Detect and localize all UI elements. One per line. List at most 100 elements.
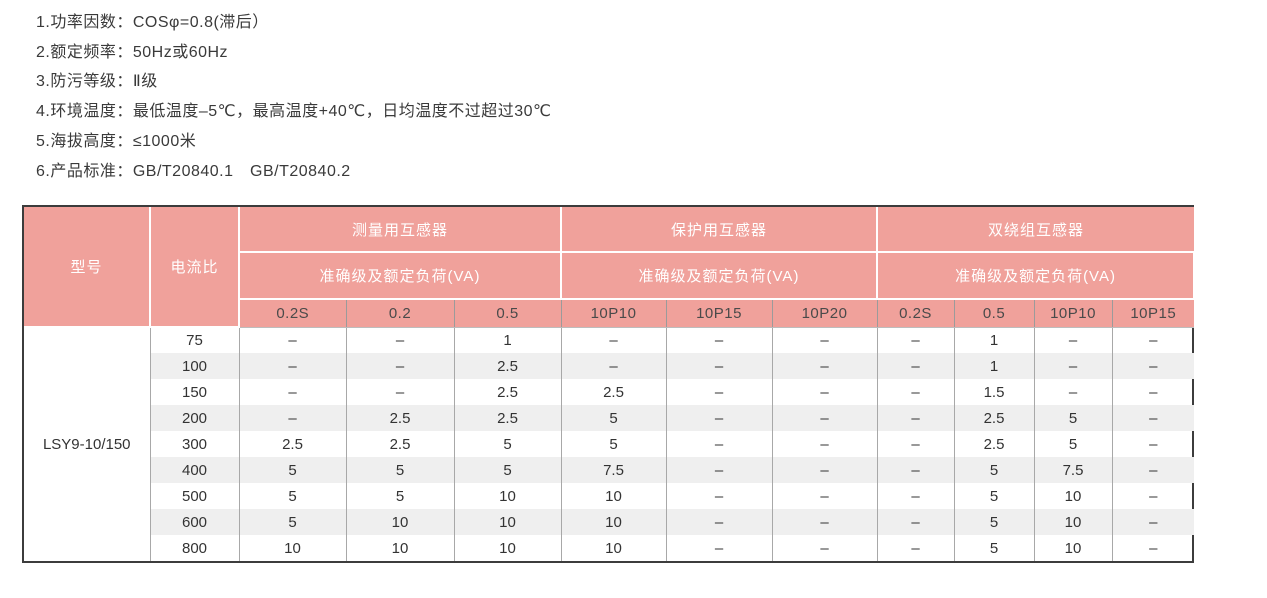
table-row: LSY9-10/150 75– –1– – – –1– –: [24, 327, 1195, 561]
burden-value-cell: –: [238, 405, 346, 431]
burden-value-cell: 5: [453, 431, 561, 457]
burden-value-cell: –: [771, 379, 877, 405]
group-header-measuring: 测量用互感器: [238, 207, 562, 253]
subgroup-header-dual-winding-burden: 准确级及额定负荷(VA): [875, 251, 1196, 300]
burden-value-cell: –: [345, 379, 454, 405]
burden-value-cell: 5: [453, 457, 561, 483]
burden-value-cell: –: [1033, 353, 1112, 379]
burden-value-cell: 2.5: [953, 405, 1034, 431]
burden-value-cell: –: [665, 457, 772, 483]
col-header-current-ratio: 电流比: [149, 207, 240, 328]
note-pollution-class: 3.防污等级：Ⅱ级: [36, 73, 158, 91]
burden-value-cell: –: [665, 379, 772, 405]
burden-value-cell: –: [665, 535, 772, 561]
burden-value-cell: 5: [560, 431, 666, 457]
current-ratio-cell: 200: [149, 405, 239, 431]
burden-value-cell: –: [560, 353, 666, 379]
burden-value-cell: 5: [953, 483, 1034, 509]
burden-value-cell: –: [876, 483, 954, 509]
burden-value-cell: 2.5: [953, 431, 1034, 457]
burden-value-cell: 5: [238, 483, 346, 509]
burden-value-cell: –: [345, 327, 454, 353]
burden-value-cell: 7.5: [560, 457, 666, 483]
table-row: 150– –2.5 2.5– – –1.5– –: [24, 379, 1195, 405]
burden-value-cell: –: [1111, 509, 1195, 535]
burden-value-cell: 1.5: [953, 379, 1034, 405]
table-row: 800 10 10 10 10– – –5 10–: [24, 535, 1195, 561]
burden-value-cell: –: [1111, 457, 1195, 483]
burden-value-cell: 2.5: [453, 405, 561, 431]
note-rated-frequency: 2.额定频率：50Hz或60Hz: [36, 43, 229, 61]
accuracy-class-col-header: 10P15: [1111, 298, 1195, 328]
burden-value-cell: –: [665, 327, 772, 353]
burden-value-cell: 5: [238, 457, 346, 483]
burden-value-cell: –: [876, 327, 954, 353]
burden-value-cell: –: [771, 457, 877, 483]
spec-table: 型号 电流比 测量用互感器 保护用互感器 双绕组互感器 准确级及额定负荷(VA)…: [24, 207, 1196, 561]
burden-value-cell: 10: [345, 509, 454, 535]
burden-value-cell: –: [771, 509, 877, 535]
current-ratio-cell: 500: [149, 483, 239, 509]
spec-table-wrapper: 型号 电流比 测量用互感器 保护用互感器 双绕组互感器 准确级及额定负荷(VA)…: [22, 205, 1196, 563]
accuracy-class-col-header: 0.2: [345, 298, 454, 328]
burden-value-cell: 2.5: [453, 379, 561, 405]
burden-value-cell: 10: [453, 535, 561, 561]
burden-value-cell: –: [560, 327, 666, 353]
burden-value-cell: –: [1111, 379, 1195, 405]
burden-value-cell: 2.5: [345, 405, 454, 431]
burden-value-cell: –: [1111, 483, 1195, 509]
table-row: 600 5 10 10 10– – –5 10–: [24, 509, 1195, 535]
burden-value-cell: –: [665, 509, 772, 535]
burden-value-cell: –: [238, 327, 346, 353]
spec-notes: 1.功率因数：COSφ=0.8(滞后） 2.额定频率：50Hz或60Hz 3.防…: [36, 8, 552, 186]
burden-value-cell: –: [876, 431, 954, 457]
note-ambient-temp: 4.环境温度：最低温度–5℃，最高温度+40℃，日均温度不过超过30℃: [36, 103, 552, 121]
burden-value-cell: –: [665, 405, 772, 431]
burden-value-cell: 5: [345, 457, 454, 483]
model-value-cell: LSY9-10/150: [24, 327, 151, 561]
burden-value-cell: –: [1111, 431, 1195, 457]
table-row: 100– –2.5– – – –1– –: [24, 353, 1195, 379]
col-header-model: 型号: [24, 207, 151, 328]
accuracy-class-col-header: 10P15: [665, 298, 772, 328]
burden-value-cell: –: [771, 535, 877, 561]
current-ratio-cell: 400: [149, 457, 239, 483]
burden-value-cell: 10: [345, 535, 454, 561]
current-ratio-cell: 300: [149, 431, 239, 457]
burden-value-cell: –: [771, 431, 877, 457]
burden-value-cell: –: [665, 353, 772, 379]
burden-value-cell: –: [876, 535, 954, 561]
burden-value-cell: –: [238, 353, 346, 379]
burden-value-cell: 10: [1033, 483, 1112, 509]
burden-value-cell: –: [1111, 535, 1195, 561]
burden-value-cell: 5: [560, 405, 666, 431]
burden-value-cell: –: [1111, 327, 1195, 353]
burden-value-cell: 2.5: [238, 431, 346, 457]
subgroup-header-measuring-burden: 准确级及额定负荷(VA): [239, 251, 562, 300]
burden-value-cell: –: [1111, 405, 1195, 431]
burden-value-cell: –: [876, 457, 954, 483]
accuracy-class-col-header: 10P10: [560, 298, 666, 328]
burden-value-cell: –: [876, 509, 954, 535]
burden-value-cell: –: [771, 483, 877, 509]
burden-value-cell: 1: [953, 327, 1034, 353]
burden-value-cell: 5: [345, 483, 454, 509]
burden-value-cell: 5: [1033, 405, 1112, 431]
table-row: 500 5 5 10 10– – –5 10–: [24, 483, 1195, 509]
burden-value-cell: –: [238, 379, 346, 405]
group-header-dual-winding: 双绕组互感器: [875, 207, 1195, 253]
burden-value-cell: –: [665, 483, 772, 509]
current-ratio-cell: 150: [149, 379, 239, 405]
burden-value-cell: –: [345, 353, 454, 379]
burden-value-cell: 2.5: [560, 379, 666, 405]
accuracy-class-col-header: 10P20: [771, 298, 877, 328]
burden-value-cell: 2.5: [345, 431, 454, 457]
table-row: 300 2.5 2.5 5 5– – –2.5 5–: [24, 431, 1195, 457]
table-row: 200–2.5 2.5 5– – –2.5 5–: [24, 405, 1195, 431]
burden-value-cell: –: [1033, 379, 1112, 405]
subgroup-header-protection-burden: 准确级及额定负荷(VA): [560, 251, 878, 300]
current-ratio-cell: 75: [149, 327, 239, 353]
group-header-protection: 保护用互感器: [560, 207, 878, 253]
burden-value-cell: –: [1033, 327, 1112, 353]
burden-value-cell: 2.5: [453, 353, 561, 379]
